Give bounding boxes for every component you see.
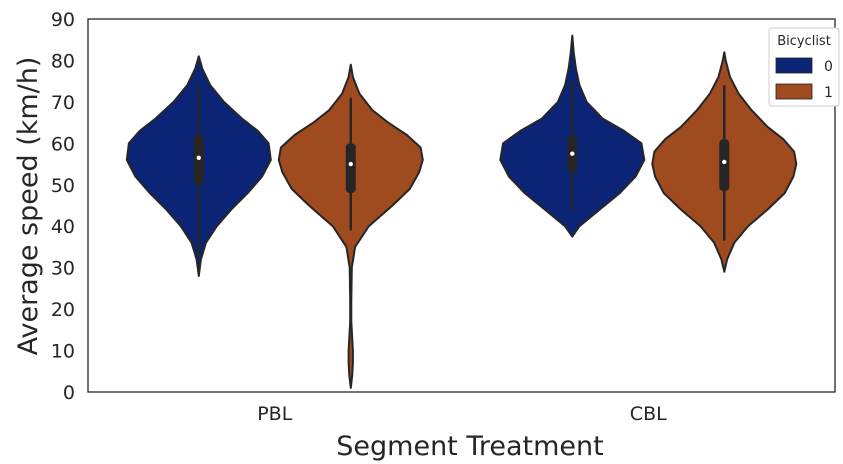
y-tick-label: 60 [51, 133, 75, 155]
y-tick-label: 50 [51, 175, 75, 197]
legend-title: Bicyclist [777, 34, 831, 49]
violin-median-marker [722, 159, 727, 165]
violin-median-marker [570, 151, 575, 156]
x-tick-label-pbl: PBL [257, 403, 292, 425]
violin-median-marker [348, 161, 353, 167]
y-tick-label: 30 [51, 258, 75, 280]
y-tick-label: 80 [51, 50, 75, 72]
y-tick-labels: 0 10 20 30 40 50 60 70 80 90 [51, 9, 75, 404]
y-tick-label: 40 [51, 216, 75, 238]
legend-label-0: 0 [824, 59, 833, 75]
x-axis-title: Segment Treatment [336, 431, 603, 462]
x-tick-labels: PBL CBL [257, 403, 667, 425]
y-tick-label: 70 [51, 92, 75, 114]
violin-pbl-0 [125, 55, 272, 277]
legend-swatch-0 [775, 57, 813, 74]
legend: Bicyclist 0 1 [768, 27, 840, 107]
y-tick-label: 0 [63, 382, 75, 404]
y-tick-label: 10 [51, 341, 75, 363]
violin-median-marker [196, 155, 201, 161]
y-axis-title: Average speed (km/h) [13, 57, 44, 356]
violin-cbl-1 [651, 51, 798, 273]
violin-iqr-box [719, 139, 730, 191]
x-tick-label-cbl: CBL [630, 403, 667, 425]
plot-frame [87, 18, 836, 393]
legend-swatch-1 [775, 83, 813, 100]
violins-layer [125, 34, 798, 389]
violin-cbl-0 [499, 34, 646, 238]
violin-pbl-1 [277, 63, 424, 389]
violin-iqr-box [345, 143, 356, 194]
legend-label-1: 1 [824, 85, 833, 101]
y-tick-label: 20 [51, 299, 75, 321]
y-tick-label: 90 [51, 9, 75, 31]
